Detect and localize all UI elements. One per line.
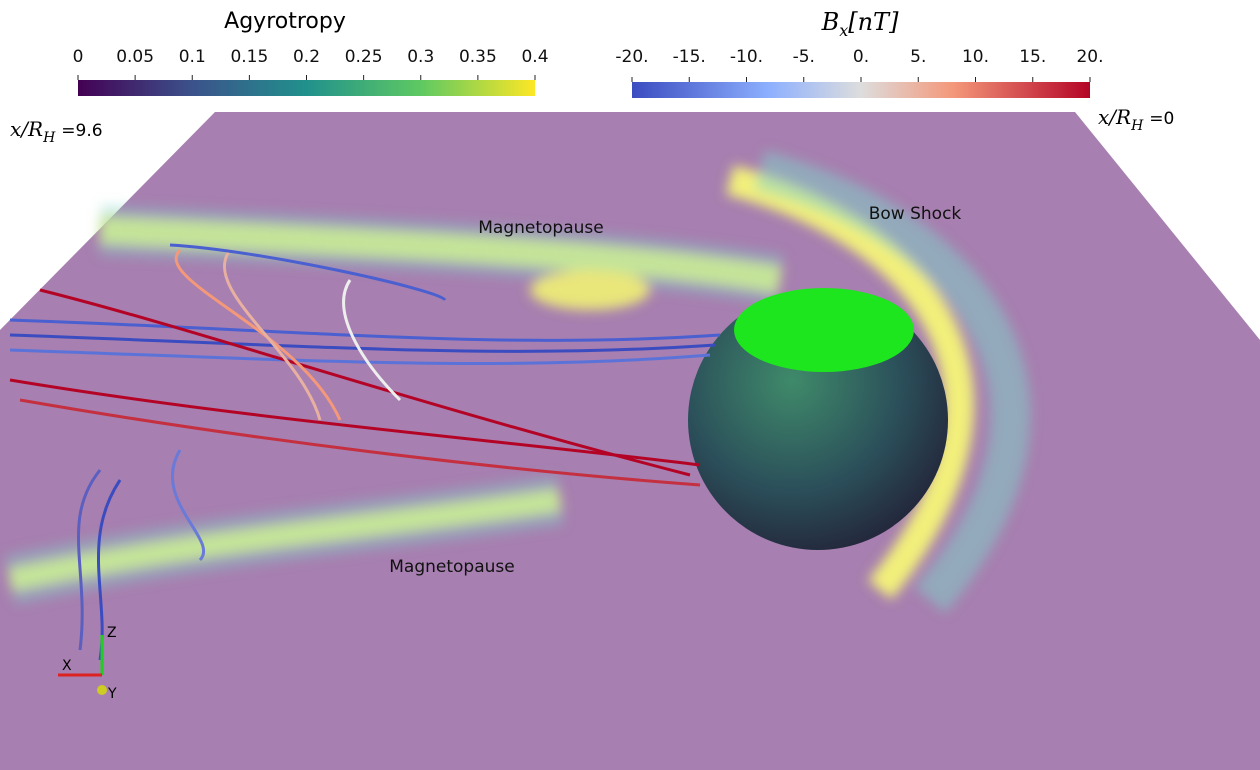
label-symbol: x/R: [1098, 105, 1131, 129]
label-subscript: H: [1130, 118, 1144, 134]
colorbar-title: Agyrotropy: [224, 9, 346, 34]
title-subscript: x: [839, 21, 848, 40]
colorbar-tick-label: 0: [73, 47, 84, 67]
colorbar-ticks: 0 0.05 0.1 0.15 0.2 0.25 0.3 0.35 0.4: [73, 47, 549, 80]
slice-label: x/RH =9.6: [10, 117, 103, 146]
colorbar: [78, 80, 535, 96]
colorbar-tick-label: 0.4: [521, 47, 548, 67]
annotation: Magnetopause: [389, 557, 514, 577]
colorbar-tick-label: 0.15: [230, 47, 268, 67]
label-symbol: x/R: [10, 117, 43, 141]
colorbar: [632, 82, 1090, 98]
colorbar-tick-label: -15.: [673, 47, 706, 67]
colorbar-tick-label: 0.25: [345, 47, 383, 67]
colorbar-tick-label: -20.: [615, 47, 648, 67]
colorbar-tick-label: -5.: [793, 47, 815, 67]
colorbar-tick-label: 15.: [1019, 47, 1046, 67]
label-value: =0: [1149, 109, 1174, 129]
title-unit: [nT]: [848, 8, 899, 36]
slice-label: x/RH =0: [1098, 105, 1174, 134]
colorbar-tick-label: 5.: [910, 47, 926, 67]
colorbar-tick-label: 0.05: [116, 47, 154, 67]
planet-cap: [734, 288, 914, 372]
colorbar-tick-label: 0.: [853, 47, 869, 67]
figure: Z X Y Magnetopause Bow Shock Magnetopaus…: [0, 0, 1260, 770]
colorbar-tick-label: -10.: [730, 47, 763, 67]
colorbar-title: Bx[nT]: [821, 8, 900, 40]
label-value: =9.6: [61, 121, 102, 141]
colorbar-tick-label: 0.3: [407, 47, 434, 67]
title-symbol: B: [821, 8, 840, 36]
axis-label: X: [62, 658, 72, 674]
annotation: Magnetopause: [478, 218, 603, 238]
axis-label: Y: [107, 686, 117, 702]
colorbar-tick-label: 0.35: [459, 47, 497, 67]
axis-label: Z: [107, 625, 117, 641]
annotation: Bow Shock: [869, 204, 962, 224]
colorbar-tick-label: 0.1: [179, 47, 206, 67]
colorbar-tick-label: 10.: [962, 47, 989, 67]
label-subscript: H: [42, 130, 56, 146]
colorbar-tick-label: 20.: [1076, 47, 1103, 67]
colorbar-tick-label: 0.2: [293, 47, 320, 67]
colorbar-ticks: -20. -15. -10. -5. 0. 5. 10. 15. 20.: [615, 47, 1103, 82]
